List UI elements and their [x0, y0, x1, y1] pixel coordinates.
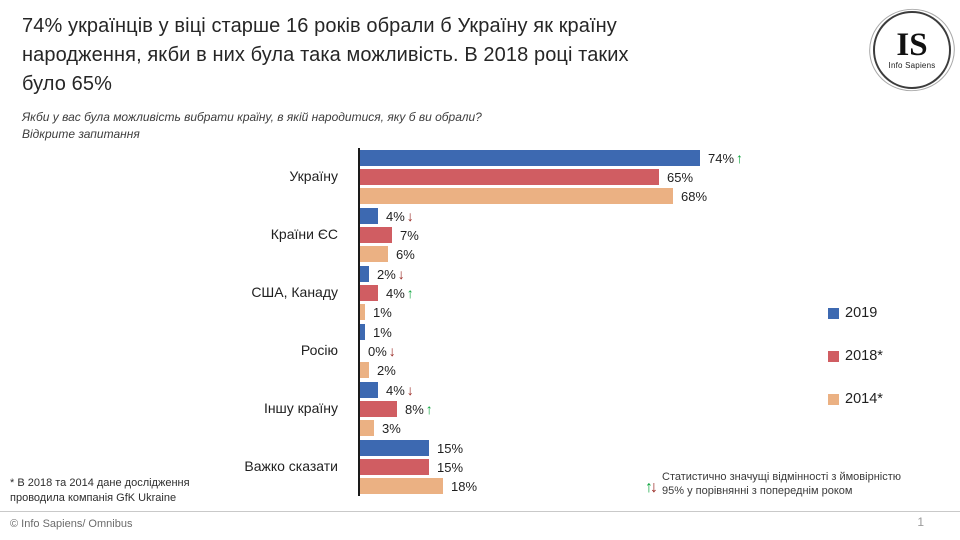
value-label: 4% ↑	[386, 285, 414, 301]
bar-2019-США, Канаду	[360, 266, 369, 282]
legend-swatch	[828, 350, 839, 362]
logo-name: Info Sapiens	[888, 61, 936, 70]
plot-area: 74% ↑ 65% 68% 4% ↓ 7% 6% 2% ↓ 4% ↑ 1% 1% 0% ↓ 2% 4% ↓ 8% ↑ 3%…	[358, 148, 810, 496]
category-label: Іншу країну	[263, 400, 338, 416]
legend-item-2018: 2018*	[828, 348, 883, 364]
value-label: 74% ↑	[708, 150, 744, 166]
significance-note: ↑↓ Статистично значущі відмінності з ймо…	[645, 470, 945, 498]
category-label: США, Канаду	[251, 284, 338, 300]
down-arrow-icon: ↓	[406, 208, 414, 224]
value-label: 3%	[382, 421, 401, 436]
up-arrow-icon: ↑	[736, 150, 744, 166]
down-arrow-icon: ↓	[397, 266, 405, 282]
down-arrow-icon: ↓	[406, 382, 414, 398]
bar-2018-США, Канаду	[360, 285, 378, 301]
logo-monogram: IS	[896, 27, 928, 63]
footer-divider	[0, 511, 960, 512]
significance-note-text: Статистично значущі відмінності з ймовір…	[662, 471, 902, 497]
up-down-arrows-icon: ↑↓	[645, 479, 658, 497]
down-arrow-icon: ↓	[650, 479, 658, 496]
bar-2018-Іншу країну	[360, 401, 397, 417]
bar-2018-Країни ЄС	[360, 227, 392, 243]
bar-2014-Іншу країну	[360, 420, 374, 436]
value-label: 4% ↓	[386, 208, 414, 224]
legend-label: 2019	[845, 305, 878, 321]
page-title: 74% українців у віці старше 16 років обр…	[22, 12, 862, 99]
bar-2018-Україну	[360, 169, 659, 185]
legend-swatch	[828, 307, 839, 319]
legend-swatch	[828, 393, 839, 405]
title-line-3: було 65%	[22, 73, 112, 95]
category-label: Росію	[300, 342, 338, 358]
category-axis: Україну Країни ЄС США, Канаду Росію Іншу кра…	[0, 148, 348, 496]
value-label: 4% ↓	[386, 382, 414, 398]
logo-inner-circle-icon: IS Info Sapiens	[873, 11, 951, 89]
legend-item-2014: 2014*	[828, 391, 883, 407]
value-label: 7%	[400, 228, 419, 243]
bar-2019-Країни ЄС	[360, 208, 378, 224]
footer-source: © Info Sapiens/ Omnibus	[10, 518, 133, 530]
title-line-1: 74% українців у віці старше 16 років обр…	[22, 15, 617, 37]
bar-chart: Україну Країни ЄС США, Канаду Росію Іншу кра…	[0, 148, 960, 496]
value-label: 6%	[396, 247, 415, 262]
legend-label: 2018*	[845, 348, 883, 364]
bar-2019-Росію	[360, 324, 365, 340]
chart-legend: 2019 2018* 2014*	[828, 305, 883, 434]
bar-2014-США, Канаду	[360, 304, 365, 320]
title-line-2: народження, якби в них була така можливі…	[22, 44, 629, 66]
category-label: Україну	[289, 168, 338, 184]
info-sapiens-logo: IS Info Sapiens	[865, 4, 959, 96]
value-label: 18%	[451, 479, 478, 494]
survey-question-text: Якби у вас була можливість вибрати країн…	[22, 110, 482, 124]
value-label: 68%	[681, 189, 708, 204]
survey-question-type: Відкрите запитання	[22, 127, 140, 141]
bar-2014-Країни ЄС	[360, 246, 388, 262]
up-arrow-icon: ↑	[645, 479, 653, 496]
value-label: 1%	[373, 325, 392, 340]
bar-2018-Важко сказати	[360, 459, 429, 475]
bar-2014-Росію	[360, 362, 369, 378]
value-label: 0% ↓	[368, 343, 396, 359]
up-arrow-icon: ↑	[425, 401, 433, 417]
bar-2019-Україну	[360, 150, 700, 166]
down-arrow-icon: ↓	[388, 343, 396, 359]
value-label: 15%	[437, 441, 464, 456]
survey-question: Якби у вас була можливість вибрати країн…	[22, 109, 722, 143]
footnote: * В 2018 та 2014 дане дослідження провод…	[10, 477, 190, 504]
value-label: 2%	[377, 363, 396, 378]
value-label: 8% ↑	[405, 401, 433, 417]
page-number: 1	[917, 515, 924, 529]
bar-2014-Важко сказати	[360, 478, 443, 494]
bar-2019-Іншу країну	[360, 382, 378, 398]
value-label: 65%	[667, 170, 694, 185]
legend-label: 2014*	[845, 391, 883, 407]
value-label: 2% ↓	[377, 266, 405, 282]
value-label: 15%	[437, 460, 464, 475]
up-arrow-icon: ↑	[406, 285, 414, 301]
value-label: 1%	[373, 305, 392, 320]
bar-2019-Важко сказати	[360, 440, 429, 456]
category-label: Країни ЄС	[270, 226, 338, 242]
category-label: Важко сказати	[244, 458, 338, 474]
legend-item-2019: 2019	[828, 305, 883, 321]
bar-2014-Україну	[360, 188, 673, 204]
